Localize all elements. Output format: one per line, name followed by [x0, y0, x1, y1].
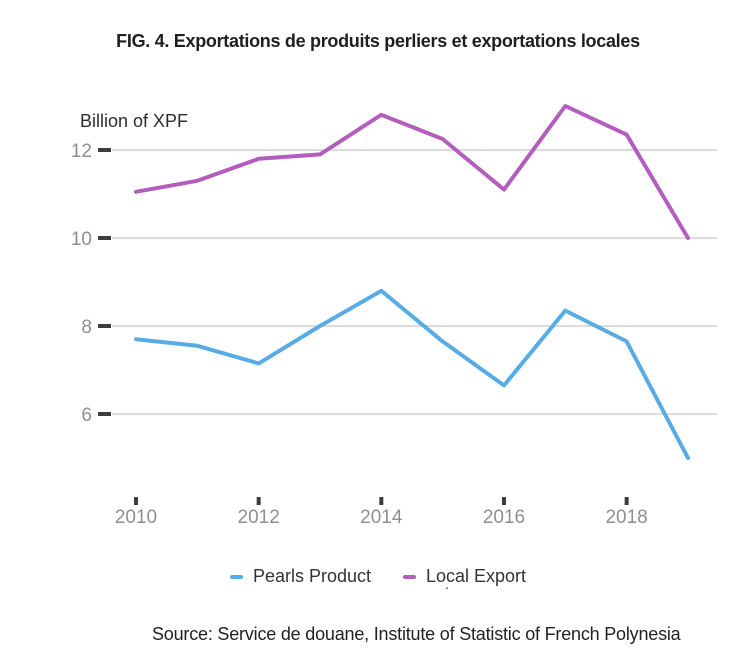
legend-label-pearls-product: Pearls Product: [252, 566, 371, 586]
stray-dot-artifact: .: [445, 576, 450, 593]
x-tick-label-2018: 2018: [605, 507, 647, 528]
local-export-swatch-icon: [403, 574, 416, 579]
x-tick-label-2010: 2010: [115, 507, 157, 528]
x-tick-label-2012: 2012: [238, 507, 280, 528]
x-tick-label-2016: 2016: [483, 507, 525, 528]
legend-item-pearls-product: Pearls Product: [229, 566, 371, 587]
x-tick-label-2014: 2014: [360, 507, 403, 528]
pearls-product-swatch-icon: [229, 574, 243, 579]
series-line-local-export: [134, 104, 690, 240]
y-tick-label-10: 10: [71, 229, 92, 250]
y-tick-label-12: 12: [71, 141, 92, 162]
chart-title: FIG. 4. Exportations de produits perlier…: [116, 31, 640, 51]
y-tick-label-8: 8: [81, 317, 92, 338]
y-tick-label-6: 6: [81, 405, 92, 426]
source-note: Source: Service de douane, Institute of …: [152, 624, 681, 644]
y-axis-title: Billion of XPF: [80, 111, 189, 131]
legend-item-local-export: Local Export: [403, 566, 526, 587]
series-line-pearls-product: [134, 288, 690, 460]
legend-label-local-export: Local Export: [426, 566, 527, 586]
legend: Pearls Product Local Export: [0, 566, 756, 587]
